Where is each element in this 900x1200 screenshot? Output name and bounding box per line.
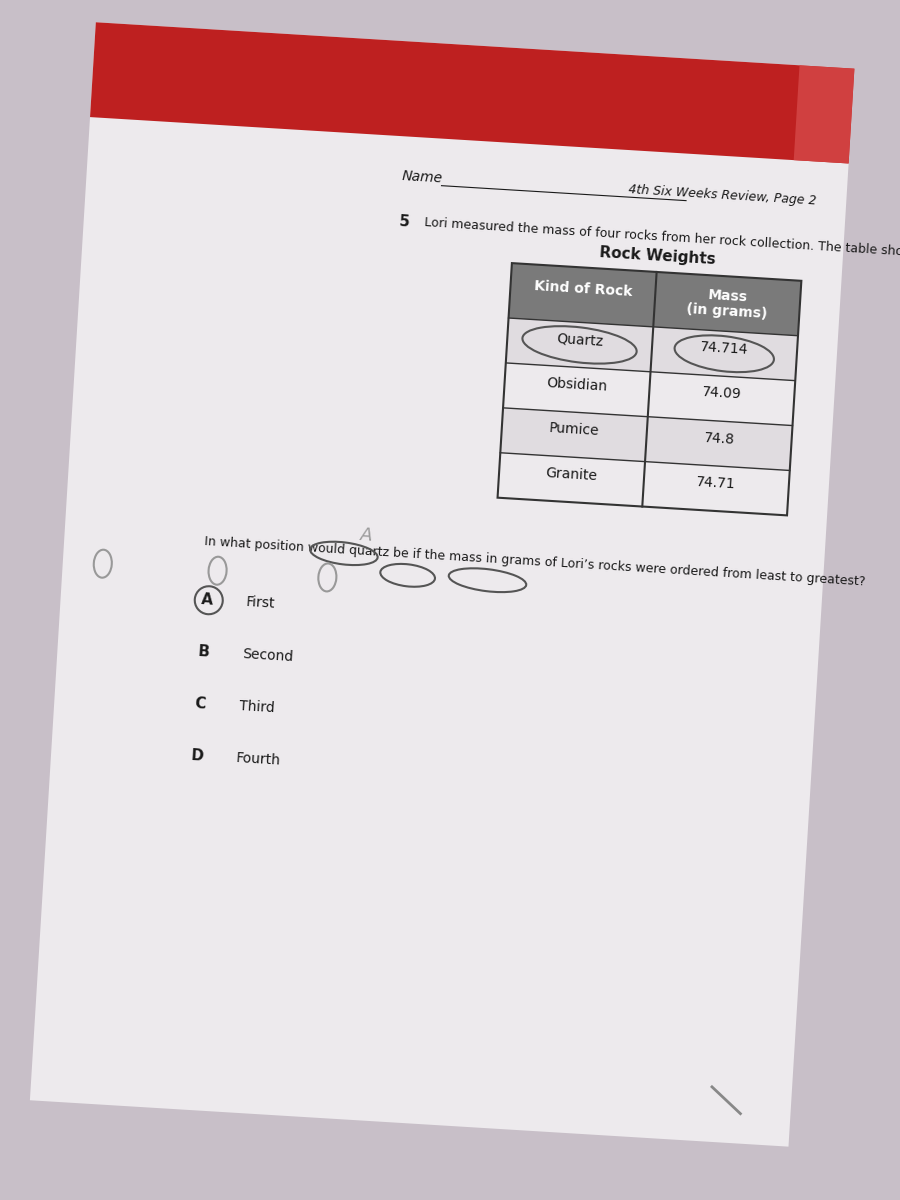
Text: 5: 5	[399, 214, 410, 229]
FancyBboxPatch shape	[508, 263, 801, 336]
Text: 4th Six Weeks Review, Page 2: 4th Six Weeks Review, Page 2	[628, 184, 816, 208]
Text: First: First	[246, 595, 275, 611]
Text: 74.714: 74.714	[700, 341, 749, 358]
Text: (in grams): (in grams)	[686, 302, 768, 322]
FancyBboxPatch shape	[794, 65, 854, 163]
Text: Pumice: Pumice	[549, 421, 600, 438]
Text: D: D	[191, 748, 204, 763]
Text: Rock Weights: Rock Weights	[599, 246, 716, 268]
FancyBboxPatch shape	[90, 23, 854, 163]
Text: A: A	[359, 527, 373, 545]
Text: 74.71: 74.71	[697, 475, 736, 492]
Text: Mass: Mass	[707, 288, 748, 304]
Text: B: B	[197, 644, 210, 660]
Text: Second: Second	[242, 648, 293, 665]
Text: Kind of Rock: Kind of Rock	[534, 280, 633, 299]
Text: A: A	[201, 593, 213, 608]
FancyBboxPatch shape	[30, 23, 854, 1147]
Text: Lori measured the mass of four rocks from her rock collection. The table shows t: Lori measured the mass of four rocks fro…	[424, 216, 900, 271]
Text: Fourth: Fourth	[236, 751, 282, 768]
Text: Quartz: Quartz	[556, 331, 604, 348]
Text: Third: Third	[238, 700, 275, 715]
FancyBboxPatch shape	[503, 362, 796, 426]
Text: C: C	[194, 696, 206, 712]
Text: Obsidian: Obsidian	[546, 376, 608, 394]
Text: 74.8: 74.8	[703, 431, 735, 446]
Text: Granite: Granite	[545, 466, 598, 484]
FancyBboxPatch shape	[506, 318, 798, 380]
Text: 74.09: 74.09	[702, 385, 742, 402]
Text: Name: Name	[401, 169, 443, 186]
FancyBboxPatch shape	[498, 452, 790, 515]
FancyBboxPatch shape	[500, 408, 793, 470]
Text: In what position would quartz be if the mass in grams of Lori’s rocks were order: In what position would quartz be if the …	[204, 535, 866, 588]
